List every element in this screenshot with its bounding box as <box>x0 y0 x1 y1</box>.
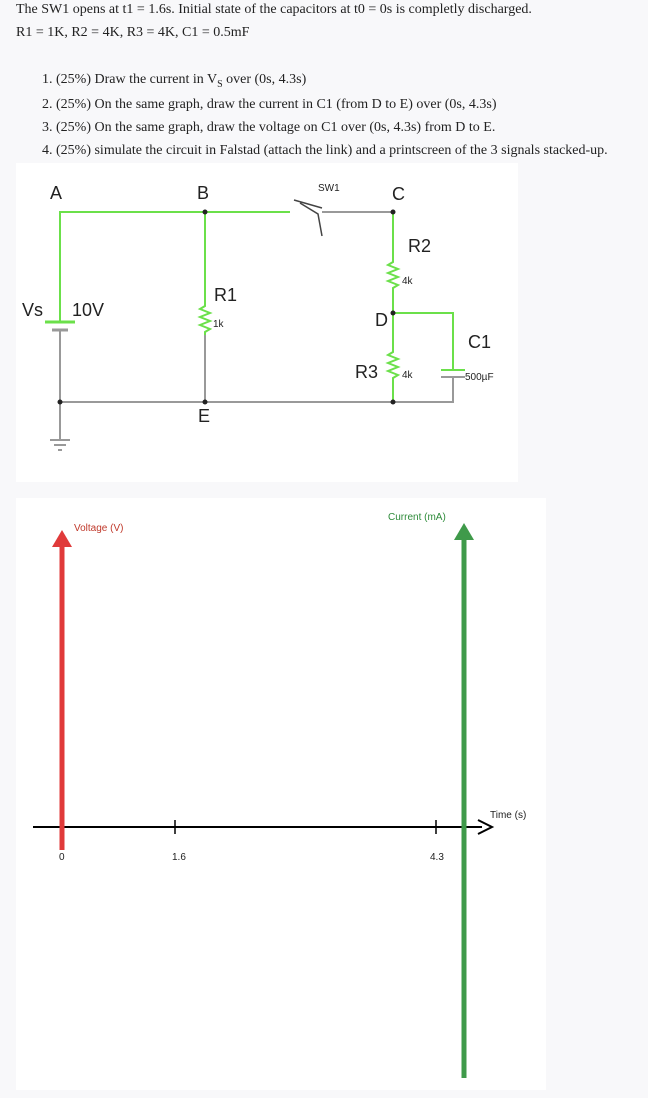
node-label: E <box>198 406 210 426</box>
resistor-r3 <box>385 313 401 402</box>
resistor-r1 <box>197 212 213 335</box>
q-number: 2. <box>42 97 53 112</box>
r1-value: 1k <box>213 319 225 330</box>
source-value: 10V <box>72 300 104 320</box>
current-label: Current (mA) <box>388 512 446 523</box>
time-tick-label: 0 <box>59 852 65 863</box>
node-label: D <box>375 310 388 330</box>
node-label: C <box>392 184 405 204</box>
resistor-r2 <box>385 212 454 370</box>
r3-name: R3 <box>355 362 378 382</box>
source-name: Vs <box>22 300 43 320</box>
node-label: A <box>50 183 62 203</box>
graph-panel <box>16 498 546 1090</box>
current-arrow <box>454 523 474 540</box>
wire <box>59 211 290 322</box>
node-dot <box>390 310 396 316</box>
switch <box>293 199 323 237</box>
circuit <box>45 199 465 451</box>
question: 1. (25%) Draw the current in VS over (0s… <box>42 72 306 90</box>
q-number: 4. <box>42 143 53 158</box>
time-tick-label: 1.6 <box>172 852 186 863</box>
time-label: Time (s) <box>490 810 526 821</box>
node-dot <box>57 399 63 405</box>
c1-name: C1 <box>468 332 491 352</box>
node-label: B <box>197 183 209 203</box>
q-number: 1. <box>42 72 53 87</box>
q-text: (25%) Draw the current in V <box>56 72 218 87</box>
time-arrow <box>477 819 495 835</box>
q-sub: S <box>217 78 223 90</box>
nodes <box>57 209 396 405</box>
q-number: 3. <box>42 120 53 135</box>
question: 4. (25%) simulate the circuit in Falstad… <box>42 143 608 159</box>
header-line: R1 = 1K, R2 = 4K, R3 = 4K, C1 = 0.5mF <box>16 25 250 40</box>
switch-label: SW1 <box>318 183 340 194</box>
wire <box>59 330 465 440</box>
circuit-panel <box>16 163 518 482</box>
time-tick <box>174 820 437 834</box>
node-dot <box>390 399 396 405</box>
c1-value: 500µF <box>465 372 494 383</box>
r3-value: 4k <box>402 370 414 381</box>
node-dot <box>202 399 208 405</box>
q-text: (25%) On the same graph, draw the curren… <box>56 97 497 112</box>
voltage-arrow <box>52 530 72 547</box>
q-text: (25%) On the same graph, draw the voltag… <box>56 120 496 135</box>
question: 2. (25%) On the same graph, draw the cur… <box>42 97 497 113</box>
r2-name: R2 <box>408 236 431 256</box>
r1-name: R1 <box>214 285 237 305</box>
q-text: (25%) simulate the circuit in Falstad (a… <box>56 143 608 158</box>
question: 3. (25%) On the same graph, draw the vol… <box>42 120 495 136</box>
header-line: The SW1 opens at t1 = 1.6s. Initial stat… <box>16 2 532 17</box>
node-dot <box>390 209 396 215</box>
q-text: over (0s, 4.3s) <box>222 72 307 87</box>
node-dot <box>202 209 208 215</box>
voltage-label: Voltage (V) <box>74 523 123 534</box>
ground <box>50 439 70 451</box>
time-tick-label: 4.3 <box>430 852 444 863</box>
r2-value: 4k <box>402 276 414 287</box>
